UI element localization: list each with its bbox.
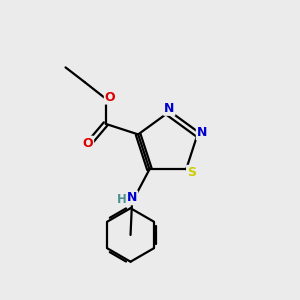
Text: O: O bbox=[105, 91, 116, 103]
Text: H: H bbox=[117, 193, 127, 206]
Text: S: S bbox=[187, 166, 196, 179]
Text: N: N bbox=[164, 102, 175, 115]
Text: N: N bbox=[127, 191, 137, 204]
Text: O: O bbox=[82, 137, 93, 150]
Text: N: N bbox=[197, 126, 207, 140]
